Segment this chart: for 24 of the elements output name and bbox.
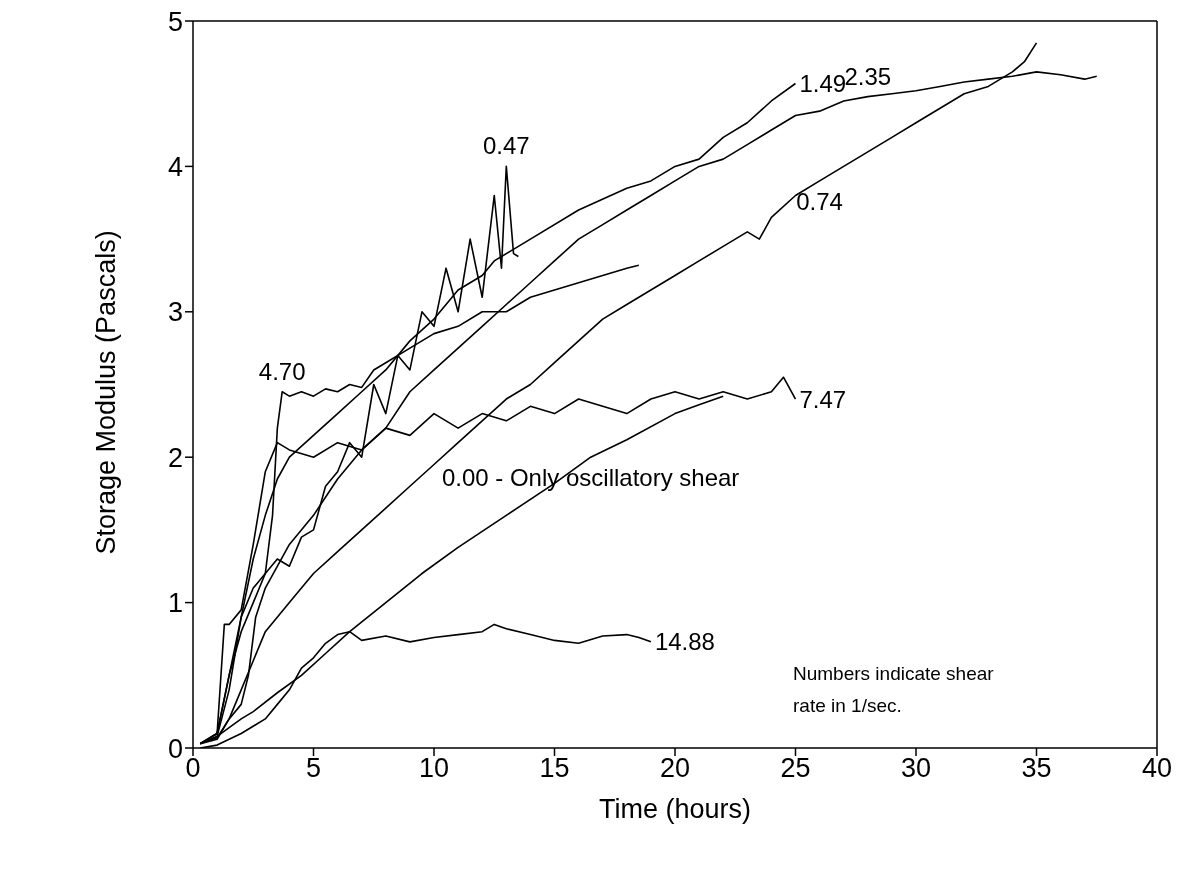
- x-tick-label: 15: [539, 753, 570, 784]
- annotation: 0.00 - Only oscillatory shear: [441, 464, 740, 492]
- x-tick-label: 25: [780, 753, 811, 784]
- y-tick-label: 5: [167, 6, 183, 37]
- annotation: 14.88: [654, 628, 715, 656]
- x-tick-label: 5: [305, 753, 322, 784]
- x-tick-label: 10: [418, 753, 450, 784]
- annotation: 4.70: [258, 357, 306, 385]
- annotation: 0.47: [482, 132, 530, 160]
- x-tick-label: 40: [1141, 753, 1173, 784]
- x-tick-label: 20: [659, 753, 691, 784]
- y-tick-label: 0: [167, 733, 183, 764]
- y-tick-label: 2: [167, 442, 183, 473]
- x-axis-title: Time (hours): [598, 794, 752, 824]
- y-tick-label: 1: [167, 588, 183, 619]
- y-tick-label: 4: [167, 151, 183, 182]
- annotation: 7.47: [799, 385, 847, 413]
- y-axis-title: Storage Modulus (Pascals): [90, 230, 121, 555]
- x-tick-label: 30: [900, 753, 932, 784]
- x-tick-label: 35: [1021, 753, 1052, 784]
- annotation: Numbers indicate shear rate in 1/sec.: [793, 662, 995, 718]
- y-tick-label: 3: [167, 297, 183, 328]
- annotation: 2.35: [844, 62, 892, 90]
- annotation: 0.74: [796, 187, 843, 215]
